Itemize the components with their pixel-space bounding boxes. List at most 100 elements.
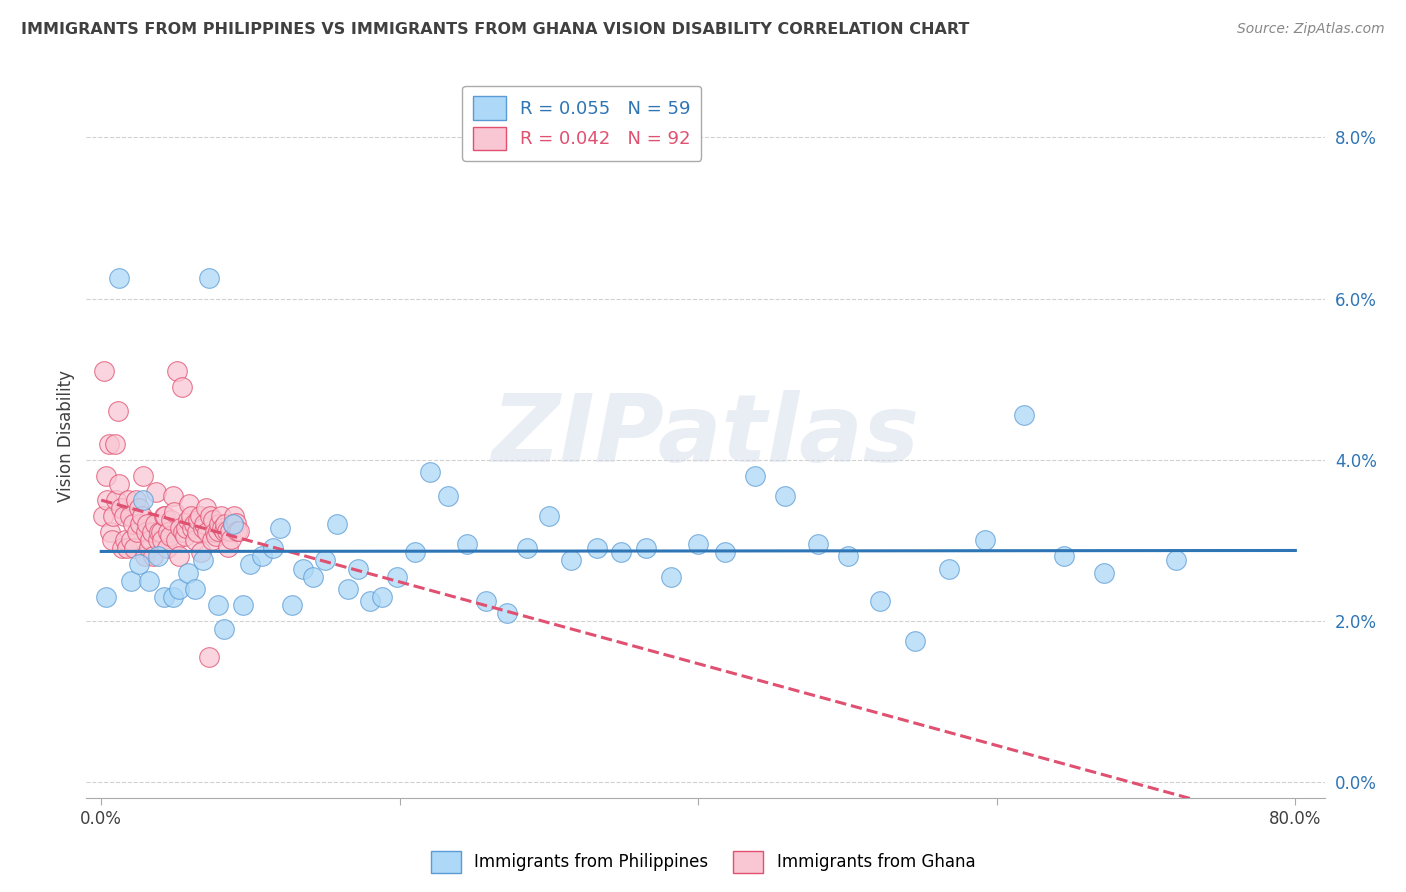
Point	[153, 509, 176, 524]
Text: Source: ZipAtlas.com: Source: ZipAtlas.com	[1237, 22, 1385, 37]
Point	[336, 582, 359, 596]
Point	[117, 493, 139, 508]
Point	[142, 549, 165, 564]
Point	[212, 622, 235, 636]
Point	[146, 549, 169, 564]
Point	[152, 533, 174, 548]
Point	[436, 489, 458, 503]
Point	[115, 541, 138, 556]
Y-axis label: Vision Disability: Vision Disability	[58, 369, 75, 501]
Point	[121, 517, 143, 532]
Point	[173, 529, 195, 543]
Point	[205, 529, 228, 543]
Point	[93, 364, 115, 378]
Point	[198, 509, 221, 524]
Point	[371, 590, 394, 604]
Point	[714, 545, 737, 559]
Point	[120, 533, 142, 548]
Point	[837, 549, 859, 564]
Point	[112, 509, 135, 524]
Point	[225, 516, 247, 530]
Point	[207, 598, 229, 612]
Point	[155, 509, 177, 524]
Point	[128, 501, 150, 516]
Point	[496, 606, 519, 620]
Point	[124, 493, 146, 508]
Point	[807, 537, 830, 551]
Point	[475, 593, 498, 607]
Point	[191, 521, 214, 535]
Point	[516, 541, 538, 556]
Point	[1164, 553, 1187, 567]
Point	[609, 545, 631, 559]
Point	[132, 493, 155, 508]
Point	[217, 540, 239, 554]
Point	[194, 501, 217, 516]
Point	[169, 521, 191, 535]
Point	[197, 271, 219, 285]
Point	[302, 569, 325, 583]
Point	[97, 436, 120, 450]
Point	[191, 553, 214, 567]
Point	[201, 533, 224, 548]
Point	[269, 521, 291, 535]
Point	[208, 517, 231, 532]
Point	[226, 524, 249, 538]
Point	[239, 558, 262, 572]
Point	[108, 476, 131, 491]
Point	[135, 525, 157, 540]
Point	[314, 553, 336, 567]
Point	[228, 524, 250, 538]
Point	[94, 468, 117, 483]
Point	[134, 549, 156, 564]
Point	[125, 525, 148, 540]
Point	[160, 513, 183, 527]
Point	[107, 404, 129, 418]
Point	[202, 513, 225, 527]
Point	[193, 517, 215, 532]
Point	[186, 525, 208, 540]
Point	[218, 524, 240, 538]
Point	[138, 541, 160, 556]
Point	[291, 561, 314, 575]
Point	[138, 574, 160, 588]
Text: ZIPatlas: ZIPatlas	[492, 390, 920, 482]
Point	[1012, 409, 1035, 423]
Point	[187, 513, 209, 527]
Point	[129, 517, 152, 532]
Point	[326, 517, 349, 532]
Point	[94, 590, 117, 604]
Point	[190, 545, 212, 559]
Point	[232, 598, 254, 612]
Point	[973, 533, 995, 548]
Point	[180, 509, 202, 524]
Point	[170, 380, 193, 394]
Point	[149, 525, 172, 540]
Point	[110, 501, 132, 516]
Point	[91, 509, 114, 524]
Point	[146, 533, 169, 548]
Point	[183, 517, 205, 532]
Point	[215, 524, 238, 538]
Point	[120, 574, 142, 588]
Point	[153, 590, 176, 604]
Point	[188, 509, 211, 524]
Point	[141, 525, 163, 540]
Point	[145, 485, 167, 500]
Point	[162, 590, 184, 604]
Point	[104, 436, 127, 450]
Point	[419, 465, 441, 479]
Point	[537, 509, 560, 524]
Point	[262, 541, 284, 556]
Point	[869, 593, 891, 607]
Point	[100, 533, 122, 548]
Point	[98, 525, 121, 540]
Point	[179, 497, 201, 511]
Point	[118, 509, 141, 524]
Point	[159, 529, 181, 543]
Point	[197, 650, 219, 665]
Text: IMMIGRANTS FROM PHILIPPINES VS IMMIGRANTS FROM GHANA VISION DISABILITY CORRELATI: IMMIGRANTS FROM PHILIPPINES VS IMMIGRANT…	[21, 22, 970, 37]
Point	[163, 505, 186, 519]
Point	[143, 517, 166, 532]
Point	[114, 533, 136, 548]
